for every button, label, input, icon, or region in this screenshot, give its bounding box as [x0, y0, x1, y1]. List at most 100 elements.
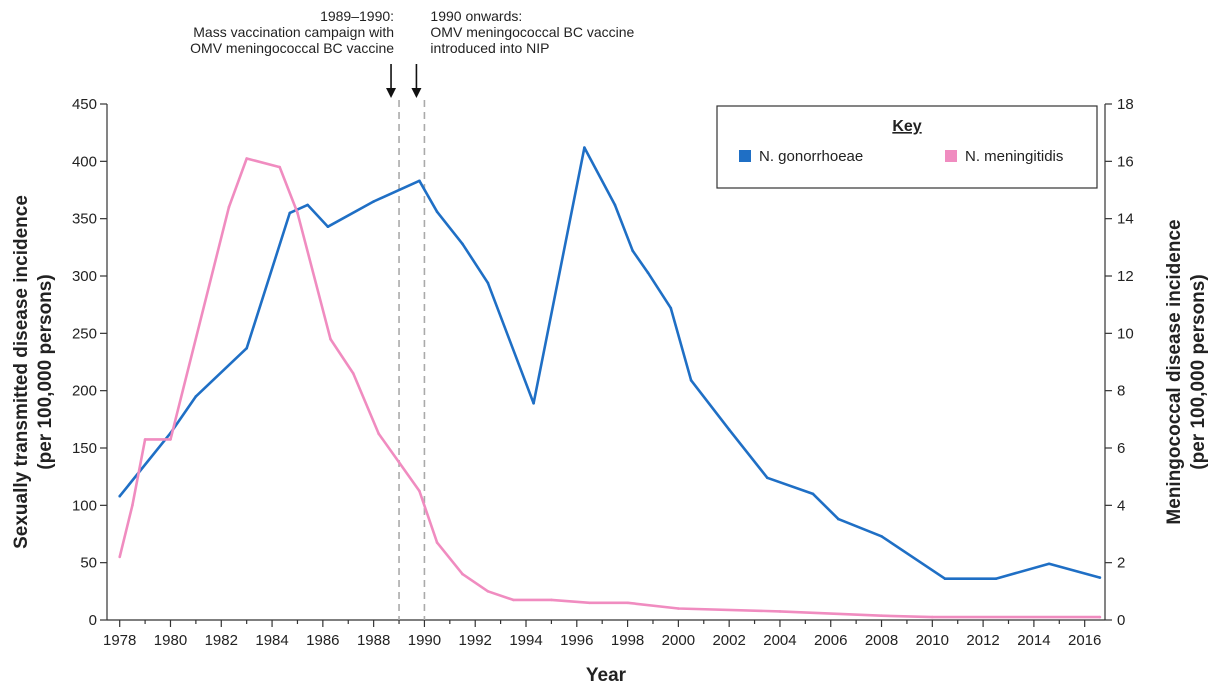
legend: Key N. gonorrhoeae N. meningitidis [716, 105, 1098, 189]
data-point-n-meningitidis [512, 598, 515, 602]
data-point-n-gonorrhoeae [994, 577, 998, 580]
data-point-n-meningitidis [931, 615, 934, 619]
right-y-axis-title: Meningococcal disease incidence (per 100,… [1164, 219, 1209, 524]
data-point-n-gonorrhoeae [435, 210, 439, 214]
annotation-arrow-head [386, 88, 397, 98]
data-point-n-meningitidis [588, 601, 591, 605]
data-point-n-meningitidis [486, 590, 490, 593]
x-tick-label: 2002 [712, 632, 745, 649]
data-point-n-meningitidis [397, 461, 401, 464]
x-tick-label: 1980 [154, 632, 187, 649]
data-point-n-gonorrhoeae [326, 225, 330, 228]
right-y-tick-label: 18 [1117, 96, 1134, 113]
x-tick-label: 2016 [1068, 632, 1101, 649]
annotation-layer: 1989–1990:Mass vaccination campaign with… [190, 8, 635, 98]
x-axis-title: Year [586, 665, 627, 686]
legend-swatch-n-meningitidis [945, 150, 957, 162]
x-tick-label: 1988 [357, 632, 390, 649]
data-point-n-gonorrhoeae [689, 379, 693, 382]
left-y-axis-title: Sexually transmitted disease incidence (p… [11, 195, 56, 549]
x-tick-label: 1996 [560, 632, 593, 649]
annotation-nip-line: OMV meningococcal BC vaccine [430, 24, 634, 40]
x-tick-label: 2014 [1017, 632, 1050, 649]
annotation-campaign-line: 1989–1990: [320, 8, 394, 24]
data-point-n-gonorrhoeae [766, 476, 769, 480]
right-y-tick-label: 4 [1117, 497, 1125, 514]
x-tick-label: 2012 [966, 632, 999, 649]
data-point-n-meningitidis [352, 372, 355, 375]
x-tick-label: 1978 [103, 632, 136, 649]
data-point-n-meningitidis [296, 211, 299, 215]
right-y-tick-label: 0 [1117, 612, 1125, 629]
x-tick-label: 2006 [814, 632, 847, 649]
legend-box [716, 105, 1098, 189]
right-y-tick-label: 8 [1117, 383, 1125, 400]
left-y-tick-label: 250 [72, 325, 97, 342]
x-tick-label: 1990 [408, 632, 441, 649]
legend-label-n-gonorrhoeae: N. gonorrhoeae [759, 148, 863, 165]
legend-swatch-n-gonorrhoeae [739, 150, 751, 162]
data-point-n-gonorrhoeae [727, 428, 731, 432]
data-point-n-gonorrhoeae [461, 242, 464, 246]
left-y-tick-label: 50 [80, 555, 97, 572]
right-y-tick-label: 6 [1117, 440, 1125, 457]
data-point-n-gonorrhoeae [245, 346, 248, 350]
x-tick-label: 1994 [509, 632, 542, 649]
data-point-n-meningitidis [245, 157, 248, 160]
legend-title: Key [892, 118, 921, 135]
right-y-tick-label: 12 [1117, 268, 1134, 285]
data-point-n-gonorrhoeae [306, 203, 309, 207]
data-point-n-meningitidis [880, 614, 883, 617]
left-y-tick-label: 300 [72, 268, 97, 285]
left-y-tick-label: 100 [72, 497, 97, 514]
data-point-n-meningitidis [227, 205, 231, 209]
left-y-tick-label: 0 [89, 612, 97, 629]
data-point-n-gonorrhoeae [1098, 576, 1102, 579]
left-y-tick-label: 400 [72, 153, 97, 170]
data-point-n-gonorrhoeae [486, 281, 490, 285]
data-point-n-gonorrhoeae [669, 306, 673, 310]
annotation-nip-line: introduced into NIP [430, 40, 549, 56]
right-y-axis-title-line: (per 100,000 persons) [1188, 274, 1209, 469]
series-line-n-meningitidis [118, 157, 1100, 619]
data-point-n-gonorrhoeae [943, 577, 947, 580]
annotation-nip-line: 1990 onwards: [430, 8, 522, 24]
data-point-n-meningitidis [435, 541, 439, 544]
right-y-tick-label: 2 [1117, 555, 1125, 572]
data-point-n-gonorrhoeae [646, 271, 650, 274]
annotation-arrow-head [411, 88, 422, 98]
data-point-n-gonorrhoeae [631, 249, 634, 253]
data-point-n-gonorrhoeae [288, 211, 292, 215]
x-tick-label: 1992 [459, 632, 492, 649]
x-tick-label: 1982 [205, 632, 238, 649]
data-point-n-meningitidis [626, 601, 629, 605]
data-point-n-gonorrhoeae [811, 492, 815, 496]
data-point-n-meningitidis [461, 572, 464, 576]
data-point-n-meningitidis [143, 438, 147, 441]
left-y-axis-title-line: (per 100,000 persons) [35, 274, 56, 469]
data-point-n-gonorrhoeae [1047, 562, 1051, 566]
data-point-n-meningitidis [418, 489, 421, 493]
data-point-n-meningitidis [329, 337, 332, 341]
data-point-n-gonorrhoeae [613, 203, 617, 207]
right-y-tick-label: 14 [1117, 211, 1134, 228]
series-layer [118, 146, 1102, 619]
right-y-axis-title-line: Meningococcal disease incidence [1164, 219, 1185, 524]
data-point-n-gonorrhoeae [372, 200, 375, 203]
data-point-n-meningitidis [778, 610, 782, 613]
annotation-campaign-line: OMV meningococcal BC vaccine [190, 40, 394, 56]
left-y-tick-label: 450 [72, 96, 97, 113]
data-point-n-gonorrhoeae [418, 179, 421, 183]
x-tick-label: 1986 [306, 632, 339, 649]
data-point-n-gonorrhoeae [880, 535, 883, 538]
data-point-n-gonorrhoeae [532, 402, 535, 405]
left-y-tick-label: 200 [72, 383, 97, 400]
x-tick-label: 2008 [865, 632, 898, 649]
x-tick-label: 2010 [916, 632, 949, 649]
data-point-n-meningitidis [550, 598, 553, 602]
series-line-n-gonorrhoeae [118, 146, 1101, 581]
axis-titles: Year Sexually transmitted disease inciden… [11, 195, 1209, 686]
left-y-tick-label: 350 [72, 211, 97, 228]
